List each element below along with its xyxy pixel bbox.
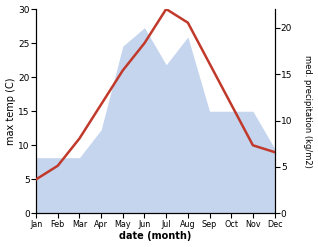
Y-axis label: med. precipitation (kg/m2): med. precipitation (kg/m2): [303, 55, 313, 168]
Y-axis label: max temp (C): max temp (C): [5, 78, 16, 145]
X-axis label: date (month): date (month): [119, 231, 191, 242]
